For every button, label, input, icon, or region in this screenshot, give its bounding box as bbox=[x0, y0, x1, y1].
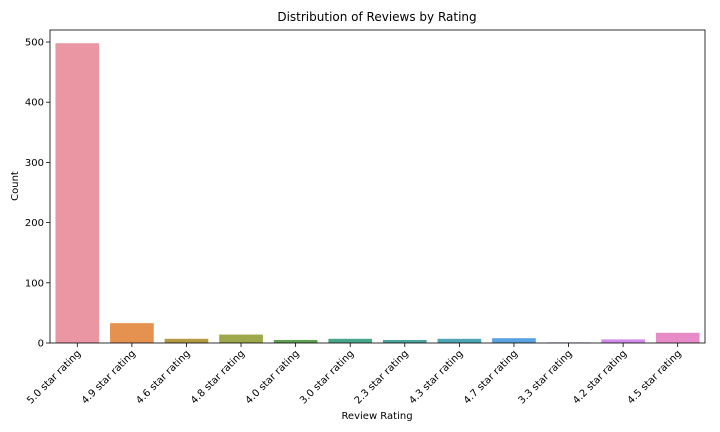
y-tick-label-4: 300 bbox=[25, 158, 44, 169]
x-tick-label-10: 3.3 star rating bbox=[516, 348, 574, 406]
bar-9 bbox=[492, 338, 536, 343]
x-tick-label-6: 3.0 star rating bbox=[298, 348, 356, 406]
plot-frame bbox=[49, 29, 706, 344]
x-axis-label: Review Rating bbox=[341, 411, 412, 422]
x-tick-label-9: 4.7 star rating bbox=[462, 348, 520, 406]
x-tick-label-3: 4.6 star rating bbox=[134, 348, 192, 406]
y-tick-label-3: 200 bbox=[25, 218, 44, 229]
y-axis-label: Count bbox=[10, 171, 21, 201]
x-tick-label-2: 4.9 star rating bbox=[80, 348, 138, 406]
bar-4 bbox=[219, 334, 263, 343]
bar-11 bbox=[601, 339, 645, 343]
x-tick-label-5: 4.0 star rating bbox=[244, 348, 302, 406]
y-tick-label-6: 500 bbox=[25, 38, 44, 49]
x-tick-label-8: 4.3 star rating bbox=[407, 348, 465, 406]
x-tick-label-4: 4.8 star rating bbox=[189, 348, 247, 406]
bar-3 bbox=[164, 338, 209, 343]
bar-5 bbox=[273, 339, 318, 343]
bar-6 bbox=[328, 338, 373, 343]
bar-12 bbox=[655, 332, 700, 343]
bar-2 bbox=[110, 323, 154, 343]
x-tick-label-11: 4.2 star rating bbox=[571, 348, 629, 406]
bar-8 bbox=[437, 338, 482, 343]
x-tick-label-12: 4.5 star rating bbox=[626, 348, 684, 406]
x-tick-label-7: 2.3 star rating bbox=[353, 348, 411, 406]
x-tick-label-1: 5.0 star rating bbox=[25, 348, 83, 406]
bar-7 bbox=[382, 339, 427, 343]
bar-1 bbox=[55, 43, 100, 344]
y-tick-label-2: 100 bbox=[25, 278, 44, 289]
chart-title: Distribution of Reviews by Rating bbox=[277, 10, 476, 24]
y-tick-label-5: 400 bbox=[25, 98, 44, 109]
y-tick-label-1: 0 bbox=[38, 339, 44, 350]
